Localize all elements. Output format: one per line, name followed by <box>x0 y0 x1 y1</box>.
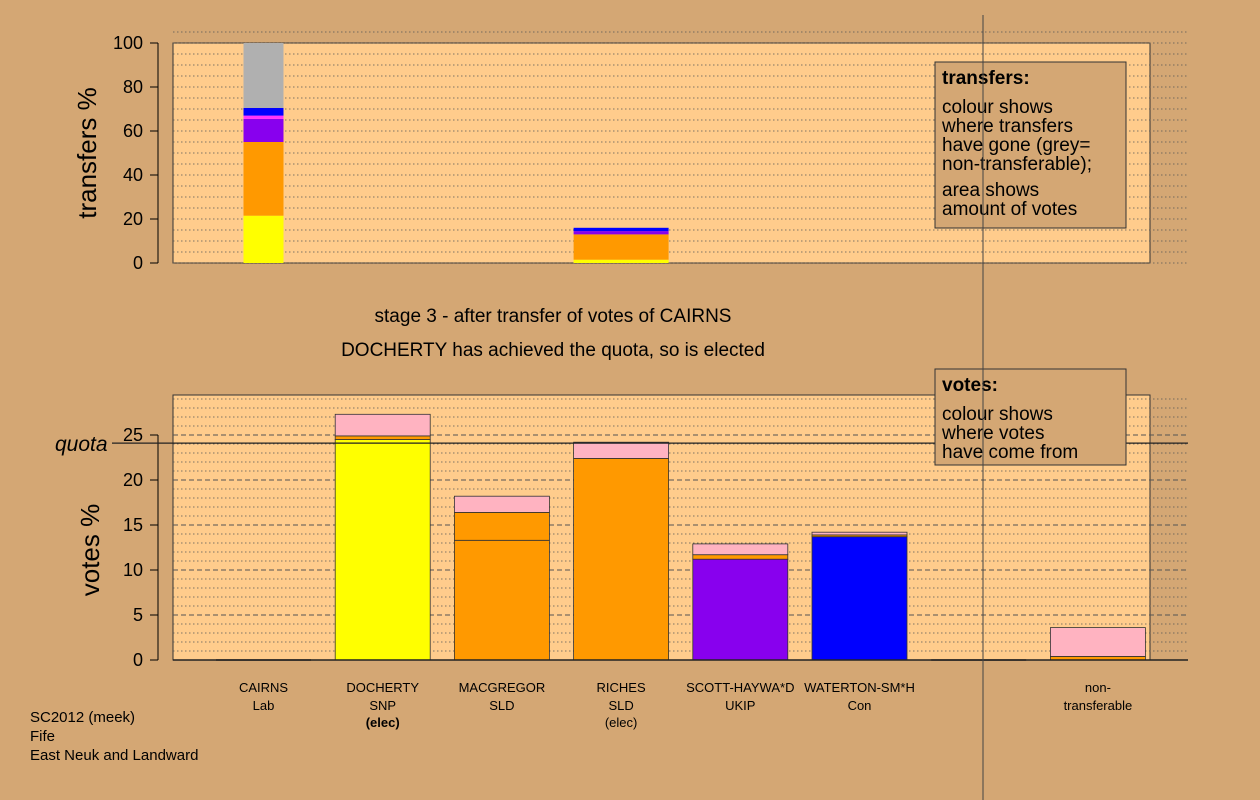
candidate-name: SCOTT-HAYWA*D <box>686 680 794 695</box>
votes-legend-title: votes: <box>942 375 998 396</box>
top-bar-segment <box>573 231 669 235</box>
votes-legend-line: where votes <box>941 423 1044 444</box>
candidate-party: Lab <box>253 698 275 713</box>
bottom-y-ticks: 0 5 10 15 20 25 <box>123 425 159 670</box>
candidate-party: transferable <box>1064 698 1133 713</box>
stage-subtitle: stage 3 - after transfer of votes of CAI… <box>375 306 732 327</box>
candidate-labels: CAIRNS Lab DOCHERTY SNP (elec) MACGREGOR SLD RI… <box>239 680 1132 730</box>
transfers-legend-line: area shows <box>942 180 1039 201</box>
bottom-bar-segment <box>692 543 789 556</box>
top-bar-segment <box>573 227 669 232</box>
votes-legend: votes: colour shows where votes have com… <box>934 368 1127 466</box>
bottom-y-tick-label: 20 <box>123 470 143 490</box>
bottom-y-tick-label: 0 <box>133 650 143 670</box>
candidate-party: SLD <box>489 698 514 713</box>
top-bar-segment <box>243 215 284 263</box>
candidate-party: SLD <box>608 698 633 713</box>
candidate-name: MACGREGOR <box>459 680 546 695</box>
bottom-bar-segment <box>692 558 789 661</box>
candidate-status: (elec) <box>366 715 400 730</box>
bottom-bar-segment <box>573 441 669 459</box>
footer-council: Fife <box>30 728 55 745</box>
top-y-axis-title: transfers % <box>72 87 102 219</box>
top-bar-segment <box>243 142 284 216</box>
top-y-tick-label: 80 <box>123 77 143 97</box>
footer-ward: East Neuk and Landward <box>30 747 198 764</box>
top-bar-segment <box>243 107 284 116</box>
candidate-name: CAIRNS <box>239 680 288 695</box>
top-gridlines <box>173 31 1188 264</box>
bottom-vote-bars <box>216 413 1146 661</box>
transfers-legend: transfers: colour shows where transfers … <box>934 61 1127 229</box>
bottom-y-axis-title: votes % <box>75 504 105 597</box>
bottom-bar-segment <box>811 531 908 536</box>
candidate-party: SNP <box>369 698 396 713</box>
elected-subtitle: DOCHERTY has achieved the quota, so is e… <box>341 340 765 361</box>
candidate-party: UKIP <box>725 698 755 713</box>
top-bar-segment <box>573 259 669 263</box>
bottom-bar-segment <box>1050 627 1146 657</box>
transfers-legend-line: where transfers <box>941 116 1073 137</box>
bottom-bar-segment <box>692 554 789 560</box>
bottom-bar-segment <box>334 413 431 437</box>
footer-method: SC2012 (meek) <box>30 709 135 726</box>
candidate-name: non- <box>1085 680 1111 695</box>
top-bar-segment <box>243 115 284 119</box>
top-y-tick-label: 20 <box>123 209 143 229</box>
bottom-bar-segment <box>453 539 550 661</box>
top-transfer-bars <box>243 43 669 263</box>
top-bar-segment <box>243 43 284 108</box>
top-bar-segment <box>573 234 669 260</box>
candidate-name: DOCHERTY <box>346 680 419 695</box>
top-y-tick-label: 40 <box>123 165 143 185</box>
top-bar-segment <box>243 118 284 142</box>
transfers-legend-title: transfers: <box>942 68 1030 89</box>
top-y-tick-label: 100 <box>113 33 143 53</box>
bottom-bar-segment <box>334 439 431 661</box>
candidate-status: (elec) <box>605 715 638 730</box>
bottom-bar-segment <box>334 435 431 440</box>
votes-legend-line: colour shows <box>942 404 1053 425</box>
transfers-legend-line: amount of votes <box>942 199 1077 220</box>
candidate-name: WATERTON-SM*H <box>804 680 915 695</box>
candidate-party: Con <box>848 698 872 713</box>
transfers-legend-line: non-transferable); <box>942 154 1092 175</box>
bottom-y-tick-label: 5 <box>133 605 143 625</box>
top-y-ticks: 0 20 40 60 80 100 <box>113 33 159 273</box>
bottom-y-tick-label: 25 <box>123 425 143 445</box>
bottom-y-tick-label: 15 <box>123 515 143 535</box>
bottom-bar-segment <box>453 512 550 541</box>
transfers-legend-line: colour shows <box>942 97 1053 118</box>
top-y-tick-label: 0 <box>133 253 143 273</box>
candidate-name: RICHES <box>597 680 646 695</box>
votes-legend-line: have come from <box>942 442 1078 463</box>
transfers-legend-line: have gone (grey= <box>942 135 1090 156</box>
quota-label: quota <box>55 433 108 456</box>
bottom-bar-segment <box>453 495 550 513</box>
top-y-tick-label: 60 <box>123 121 143 141</box>
bottom-bar-segment <box>573 457 669 661</box>
bottom-bar-segment <box>811 536 908 661</box>
bottom-y-tick-label: 10 <box>123 560 143 580</box>
